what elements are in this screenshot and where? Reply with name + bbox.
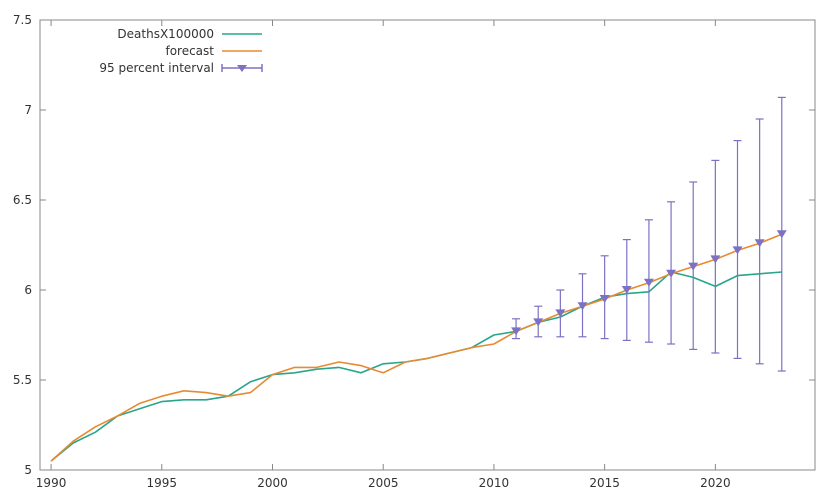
x-tick-label: 1990 [36,476,67,490]
x-tick-label: 1995 [147,476,178,490]
y-tick-label: 5 [24,463,32,477]
x-tick-label: 2010 [479,476,510,490]
interval-center-marker [533,318,544,327]
axes [39,19,816,471]
interval-center-marker [710,255,721,264]
x-axis-ticks: 1990 1995 2000 2005 2010 2015 2020 [36,20,731,490]
y-tick-label: 6.5 [13,193,32,207]
y-tick-label: 6 [24,283,32,297]
y-tick-label: 5.5 [13,373,32,387]
x-tick-label: 2000 [257,476,288,490]
y-axis-ticks: 5 5.5 6 6.5 7 7.5 [13,13,815,477]
legend-label-forecast: forecast [165,44,214,58]
legend-label-deaths: DeathsX100000 [117,27,214,41]
x-tick-label: 2020 [700,476,731,490]
y-tick-label: 7.5 [13,13,32,27]
interval-center-marker [666,269,677,278]
x-tick-label: 2005 [368,476,399,490]
interval-center-marker [732,246,743,255]
interval-center-marker [643,278,654,287]
legend-swatch-interval [221,64,263,72]
interval-center-marker [577,302,588,311]
interval-center-marker [688,262,699,271]
series-line-forecast [50,233,783,462]
interval-center-marker [754,239,765,248]
x-tick-label: 2015 [589,476,620,490]
plot-area [50,96,787,462]
legend: DeathsX100000 forecast 95 percent interv… [99,27,263,75]
interval-center-marker [776,230,787,239]
interval-center-marker [599,295,610,303]
plot-frame [39,19,816,471]
interval-center-marker [511,327,522,336]
legend-label-interval: 95 percent interval [99,61,214,75]
interval-center-marker [555,309,566,318]
y-tick-label: 7 [24,103,32,117]
interval-center-marker [621,286,632,294]
